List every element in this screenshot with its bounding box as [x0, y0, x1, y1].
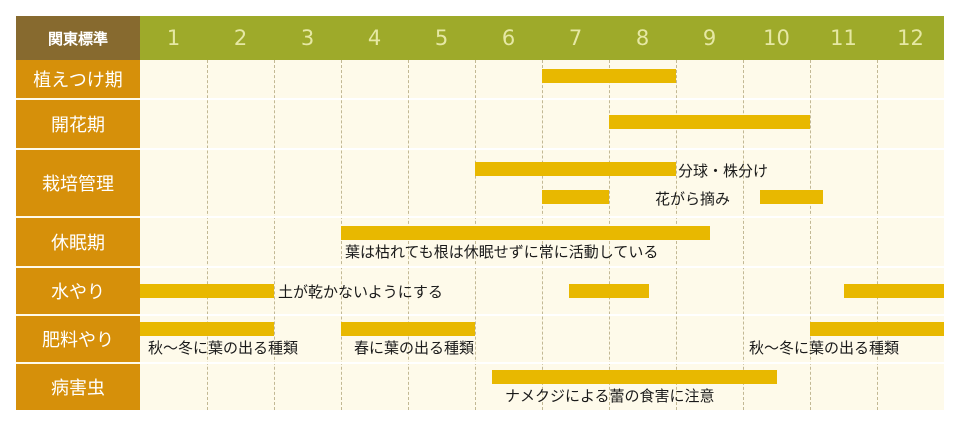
month-header	[16, 16, 944, 60]
bar-division	[475, 162, 676, 176]
row-divider	[140, 314, 944, 316]
note-dormancy: 葉は枯れても根は休眠せずに常に活動している	[345, 243, 659, 261]
month-label: 5	[434, 26, 449, 50]
note-watering: 土が乾かないようにする	[278, 283, 443, 301]
note-division: 分球・株分け	[678, 162, 769, 180]
grid-line	[810, 60, 811, 410]
bar-flowering	[609, 115, 810, 129]
grid-line	[743, 60, 744, 410]
note-pests: ナメクジによる蕾の食害に注意	[505, 387, 715, 405]
grid-line	[274, 60, 275, 410]
month-label: 2	[233, 26, 248, 50]
note-deadheading: 花がら摘み	[655, 190, 731, 208]
bar-deadheading-2	[759, 190, 824, 204]
bar-fertilizing-3	[810, 322, 944, 336]
row-label-care: 栽培管理	[16, 150, 140, 216]
bar-watering-1	[140, 284, 274, 298]
bar-watering-3	[843, 284, 944, 298]
month-label: 1	[166, 26, 181, 50]
note-fertilizing-autumn: 秋〜冬に葉の出る種類	[148, 339, 299, 357]
month-label: 8	[635, 26, 650, 50]
bar-pests	[491, 370, 777, 384]
row-divider	[140, 362, 944, 364]
month-label: 6	[501, 26, 516, 50]
grid-line	[207, 60, 208, 410]
row-label-flowering: 開花期	[16, 100, 140, 148]
row-label-planting: 植えつけ期	[16, 60, 140, 98]
row-label-pests: 病害虫	[16, 364, 140, 410]
note-fertilizing-spring: 春に葉の出る種類	[354, 339, 475, 357]
month-label: 10	[763, 26, 790, 50]
month-label: 3	[300, 26, 315, 50]
bar-fertilizing-1	[140, 322, 274, 336]
bar-dormancy	[341, 226, 710, 240]
row-label-fertilizing: 肥料やり	[16, 316, 140, 362]
note-fertilizing-autumn-late: 秋〜冬に葉の出る種類	[749, 339, 900, 357]
month-label: 12	[897, 26, 924, 50]
bar-planting	[542, 69, 676, 83]
row-divider	[140, 216, 944, 218]
month-label: 9	[702, 26, 717, 50]
bar-deadheading-1	[542, 190, 609, 204]
month-label: 7	[568, 26, 583, 50]
grid-line	[877, 60, 878, 410]
schedule-calendar: 関東標準 1 2 3 4 5 6 7 8 9 10 11 12 植えつけ期 開花…	[16, 16, 944, 410]
row-label-watering: 水やり	[16, 268, 140, 314]
row-divider	[140, 148, 944, 150]
row-label-dormancy: 休眠期	[16, 218, 140, 266]
month-label: 11	[830, 26, 857, 50]
bar-watering-2	[568, 284, 650, 298]
bar-fertilizing-2	[341, 322, 475, 336]
row-divider	[140, 266, 944, 268]
region-label: 関東標準	[16, 16, 140, 60]
row-divider	[140, 98, 944, 100]
month-label: 4	[367, 26, 382, 50]
